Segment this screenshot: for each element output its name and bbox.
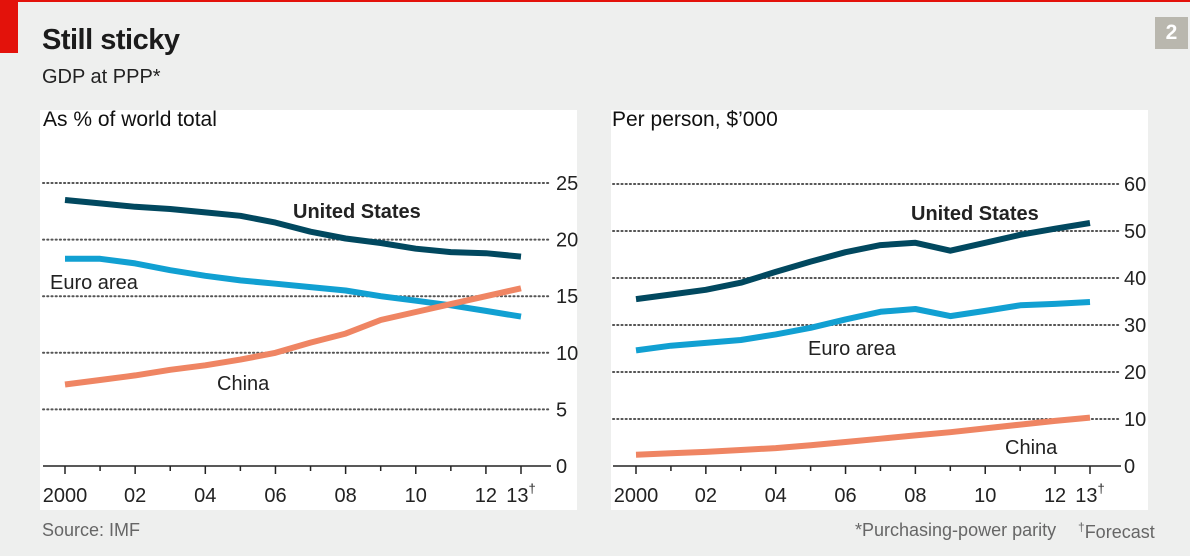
share-y-tick-label: 0 [556,456,567,478]
share-line-china [64,285,522,388]
chart-number-badge: 2 [1155,17,1188,49]
left-panel-title: As % of world total [43,108,217,131]
share-x-tick-label: 04 [194,485,216,507]
right-panel-title: Per person, $’000 [612,108,778,131]
share-label-united-states: United States [293,201,421,223]
share-x-tick-label: 08 [334,485,356,507]
per-person-x-tick-label: 06 [834,485,856,507]
dagger-mark: † [1078,520,1085,534]
chart-subtitle: GDP at PPP* [42,66,161,88]
share-line-united-states [64,197,522,260]
share-y-tick-label: 5 [556,399,567,421]
share-x-tick-label: 12 [475,485,497,507]
per-person-label-united-states: United States [911,203,1039,225]
source-note: Source: IMF [42,520,141,540]
footnote-forecast-text: Forecast [1084,522,1155,542]
share-y-tick-label: 15 [556,286,578,308]
share-x-tick-label: 10 [405,485,427,507]
per-person-y-tick-label: 60 [1124,174,1146,196]
share-y-tick-label: 10 [556,343,578,365]
per-person-y-tick-label: 0 [1124,456,1135,478]
share-x-tick-label: 2000 [43,485,88,507]
share-label-euro-area: Euro area [50,272,139,294]
per-person-x-tick-label: 04 [765,485,787,507]
per-person-x-tick-label: 02 [695,485,717,507]
share-y-tick-label: 25 [556,173,578,195]
share-label-china: China [217,373,270,395]
top-accent-rule [0,0,1190,2]
per-person-y-tick-label: 40 [1124,268,1146,290]
share-x-tick-label: 06 [264,485,286,507]
share-x-tick-label: 02 [124,485,146,507]
footnote-forecast: †Forecast [1078,520,1155,543]
per-person-x-tick-label: 2000 [614,485,659,507]
per-person-label-china: China [1005,437,1058,459]
per-person-line-united-states [635,220,1091,303]
chart-title: Still sticky [42,24,180,56]
per-person-line-euro-area [635,299,1091,354]
share-y-tick-label: 20 [556,230,578,252]
per-person-y-tick-label: 10 [1124,409,1146,431]
footnote-ppp: *Purchasing-power parity [855,520,1057,540]
per-person-x-tick-label: 08 [904,485,926,507]
share-x-tick-label: 13† [506,481,535,507]
per-person-y-tick-label: 20 [1124,362,1146,384]
per-person-label-euro-area: Euro area [808,338,897,360]
per-person-x-tick-label: 10 [974,485,996,507]
per-person-y-tick-label: 30 [1124,315,1146,337]
red-tab-accent [0,0,18,53]
per-person-line-china [635,414,1091,458]
per-person-x-tick-label: 12 [1044,485,1066,507]
per-person-y-tick-label: 50 [1124,221,1146,243]
per-person-x-tick-label: 13† [1075,481,1104,507]
